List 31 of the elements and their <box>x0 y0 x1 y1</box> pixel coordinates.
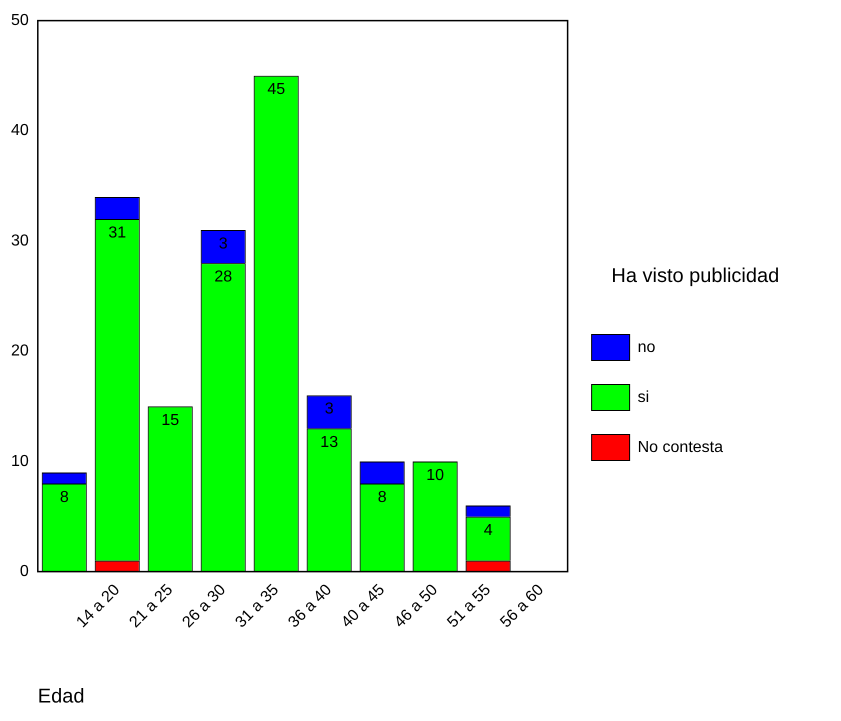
data-label: 31 <box>108 224 126 242</box>
y-tick-label: 40 <box>11 122 29 140</box>
x-tick-label: 31 a 35 <box>232 581 282 632</box>
y-tick-label: 20 <box>11 342 29 360</box>
data-label: 15 <box>161 412 180 429</box>
x-tick-label: 21 a 25 <box>126 581 176 632</box>
legend-label: No contesta <box>638 438 724 456</box>
x-tick-label: 26 a 30 <box>179 581 230 632</box>
x-axis-title: Edad <box>38 686 85 708</box>
x-tick-label: 51 a 55 <box>444 581 494 632</box>
data-label: 8 <box>378 488 387 506</box>
y-tick-label: 10 <box>11 452 29 470</box>
x-tick-label: 14 a 20 <box>73 581 124 632</box>
y-tick-label: 50 <box>11 12 29 30</box>
data-label: 13 <box>320 434 338 451</box>
y-tick-label: 0 <box>20 563 29 580</box>
x-tick-label: 36 a 40 <box>285 581 336 632</box>
x-tick-label: 46 a 50 <box>391 581 442 632</box>
legend-label: no <box>638 338 656 356</box>
data-label: 4 <box>484 522 493 539</box>
data-label: 10 <box>426 466 444 484</box>
legend-label: si <box>638 388 650 406</box>
x-tick-label: 40 a 45 <box>338 581 388 632</box>
data-label: 3 <box>218 235 228 252</box>
data-label: 8 <box>60 488 69 506</box>
y-tick-label: 30 <box>11 232 29 250</box>
data-label: 28 <box>214 268 232 286</box>
data-label: 45 <box>267 81 286 98</box>
legend-title: Ha visto publicidad <box>611 265 780 288</box>
data-label: 3 <box>324 400 334 418</box>
x-tick-label: 56 a 60 <box>497 581 548 632</box>
